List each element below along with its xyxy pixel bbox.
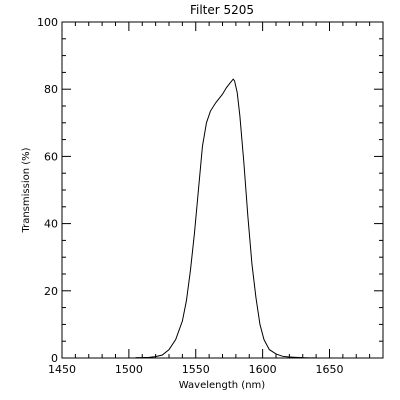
y-axis-label: Transmission (%) <box>21 147 32 233</box>
chart-title: Filter 5205 <box>190 3 254 17</box>
y-tick-label: 20 <box>44 285 58 298</box>
tick-labels: 1450 1500 1550 1600 1650 0 20 40 60 80 100 <box>37 16 344 376</box>
plot-frame <box>61 21 384 359</box>
x-tick-label: 1450 <box>48 363 76 376</box>
axis-ticks <box>61 21 384 359</box>
x-tick-label: 1600 <box>249 363 277 376</box>
y-tick-label: 60 <box>44 150 58 163</box>
y-tick-label: 100 <box>37 16 58 29</box>
y-tick-label: 0 <box>51 352 58 365</box>
x-tick-label: 1550 <box>182 363 210 376</box>
y-tick-label: 80 <box>44 83 58 96</box>
x-axis-label: Wavelength (nm) <box>179 380 265 391</box>
x-tick-label: 1650 <box>316 363 344 376</box>
y-tick-label: 40 <box>44 218 58 231</box>
x-tick-label: 1500 <box>115 363 143 376</box>
transmission-curve <box>135 78 317 359</box>
